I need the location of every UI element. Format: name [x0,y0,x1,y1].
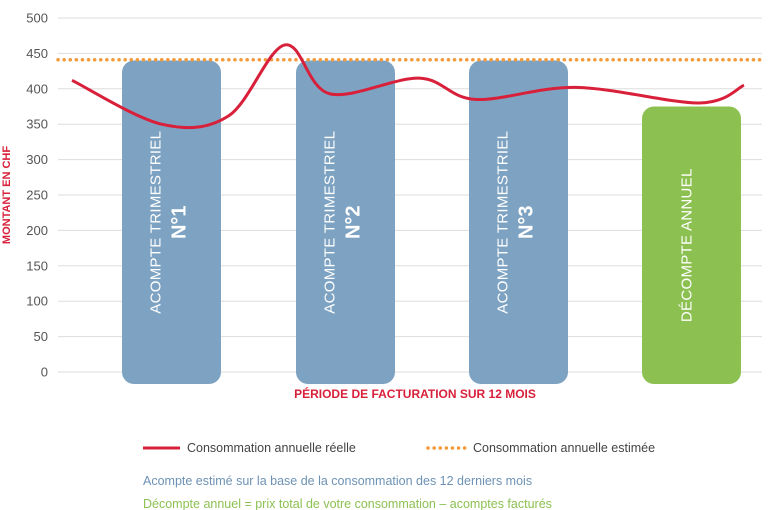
legend-estimated-label: Consommation annuelle estimée [473,441,655,455]
bar-base [642,360,741,372]
bar [122,60,221,384]
y-tick-label: 250 [26,188,48,203]
y-tick-label: 200 [26,223,48,238]
y-tick-label: 300 [26,152,48,167]
bar [642,106,741,384]
bar-label: DÉCOMPTE ANNUEL [679,168,696,322]
y-tick-label: 0 [41,365,48,380]
bar-label: ACOMPTE TRIMESTRIEL [495,131,512,314]
note-acompte: Acompte estimé sur la base de la consomm… [143,474,532,488]
y-tick-label: 50 [34,329,48,344]
bar-base [469,360,568,372]
bars: ACOMPTE TRIMESTRIEL N°1 ACOMPTE TRIMESTRIE… [122,60,741,384]
bar-label: ACOMPTE TRIMESTRIEL [148,131,165,314]
legend-actual-label: Consommation annuelle réelle [187,441,356,455]
y-tick-label: 350 [26,117,48,132]
bar-number: N°3 [516,205,538,239]
y-tick-label: 150 [26,258,48,273]
bar-label: ACOMPTE TRIMESTRIEL [322,131,339,314]
y-axis-label: MONTANT EN CHF [1,146,13,244]
bar [296,60,395,384]
bar-number: N°2 [343,205,365,239]
lines [56,43,764,130]
y-tick-label: 450 [26,46,48,61]
bar-base [122,360,221,372]
y-tick-label: 100 [26,294,48,309]
y-ticks: 0 50 100 150 200 250 300 350 400 450 500 [26,11,48,380]
y-tick-label: 500 [26,11,48,26]
note-decompte: Décompte annuel = prix total de votre co… [143,497,552,510]
legend: Consommation annuelle réelle Consommatio… [143,441,655,455]
bar [469,60,568,384]
bar-base [296,360,395,372]
actual-line [71,43,745,130]
y-tick-label: 400 [26,81,48,96]
bar-number: N°1 [169,205,191,239]
x-axis-label: PÉRIODE DE FACTURATION SUR 12 MOIS [294,386,536,401]
